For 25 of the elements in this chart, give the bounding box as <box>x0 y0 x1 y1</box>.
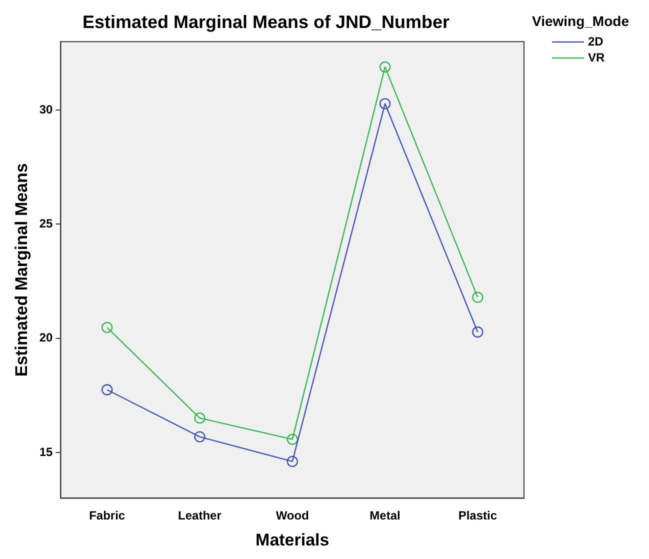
x-axis-title: Materials <box>256 530 330 550</box>
point <box>286 434 298 445</box>
point <box>194 412 206 424</box>
x-tick-label: Leather <box>178 508 222 523</box>
x-tick-label: Metal <box>370 508 400 523</box>
point <box>379 61 391 73</box>
x-tick-label: Wood <box>276 508 309 523</box>
point <box>101 322 113 334</box>
y-tick-label: 25 <box>39 216 54 231</box>
point <box>194 431 206 442</box>
y-tick-label: 30 <box>39 102 54 116</box>
y-axis-title: Estimated Marginal Means <box>12 163 31 377</box>
x-tick-label: Fabric <box>89 508 126 523</box>
legend-label: VR <box>588 50 606 64</box>
legend-title: Viewing_Mode <box>532 12 630 29</box>
point <box>101 384 113 396</box>
point <box>472 326 484 338</box>
y-tick-label: 15 <box>39 444 54 459</box>
point <box>379 98 391 110</box>
y-tick-label: 20 <box>39 330 54 345</box>
chart-title: Estimated Marginal Means of JND_Number <box>82 12 450 32</box>
point <box>286 456 298 468</box>
point <box>472 292 484 303</box>
legend-label: 2D <box>588 34 604 48</box>
x-tick-label: Plastic <box>458 508 498 523</box>
